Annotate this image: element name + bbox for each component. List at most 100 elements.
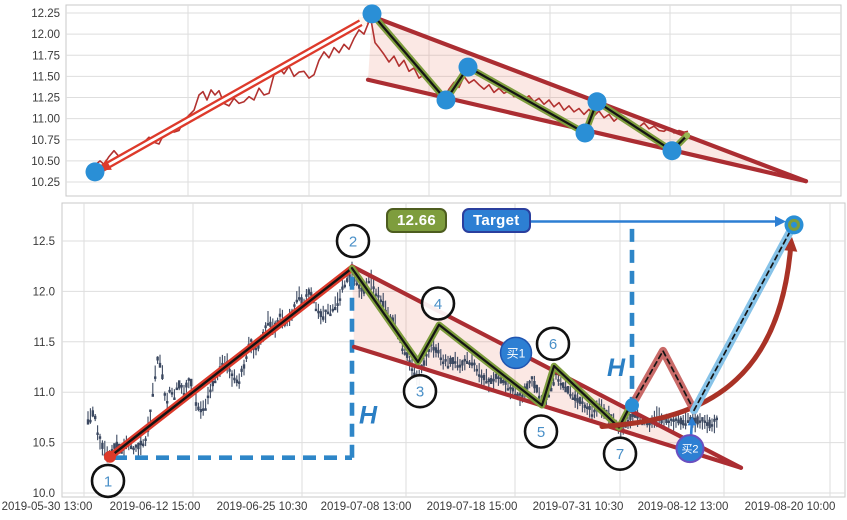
candle-body	[91, 410, 94, 417]
candle-body	[559, 383, 562, 386]
candle-body	[593, 409, 596, 413]
candle-body	[211, 380, 214, 387]
bottom-panel-ytick-label: 12.5	[33, 236, 55, 248]
candle-body	[214, 380, 217, 384]
candle-body	[439, 357, 442, 360]
candle-body	[478, 374, 481, 377]
candle-body	[547, 394, 550, 398]
candle-body	[300, 297, 303, 304]
candle-body	[348, 274, 351, 279]
candle-body	[434, 347, 438, 353]
candle-body	[482, 375, 486, 381]
candle-body	[682, 420, 685, 426]
curved-recovery-arrow	[599, 240, 794, 429]
top-panel-ytick-label: 12.00	[31, 29, 60, 41]
bottom-panel-ytick-label: 10.0	[33, 488, 55, 500]
candle-body	[240, 368, 243, 372]
candle-body	[257, 343, 260, 349]
candle-body	[499, 377, 502, 384]
candle-body	[670, 418, 673, 421]
candle-body	[353, 279, 356, 282]
candle-body	[338, 298, 342, 301]
candle-body	[175, 387, 178, 391]
candle-body	[199, 409, 202, 413]
candle-body	[132, 447, 135, 451]
pivot-circle	[420, 286, 456, 321]
buy-marker-circle	[675, 434, 705, 464]
candle-body	[497, 376, 500, 379]
candle-body	[538, 395, 541, 399]
candle-body	[470, 362, 474, 366]
candle-body	[298, 297, 301, 300]
candle-body	[245, 356, 248, 359]
candle-body	[710, 424, 714, 427]
candle-body	[360, 288, 363, 292]
candle-body	[504, 380, 507, 385]
candle-body	[367, 280, 370, 284]
candle-body	[562, 382, 565, 388]
candle-body	[130, 445, 133, 449]
candle-body	[254, 347, 258, 351]
candle-body	[266, 323, 270, 326]
candle-body	[377, 295, 380, 298]
top-pivot-dot	[587, 92, 607, 112]
projection-line-core	[693, 227, 793, 412]
candle-body	[530, 376, 534, 380]
candle-body	[425, 354, 428, 357]
candle-body	[322, 316, 325, 320]
candle-body	[269, 321, 272, 327]
candle-body	[324, 309, 327, 312]
bottom-wedge-upper-line	[349, 264, 744, 470]
candle-body	[410, 368, 414, 371]
candle-body	[154, 376, 157, 379]
candle-body	[355, 282, 358, 286]
candle-body	[523, 386, 526, 389]
candle-body	[276, 320, 279, 323]
pivot-circle	[523, 414, 559, 449]
candle-body	[194, 402, 198, 406]
candle-body	[358, 284, 361, 289]
candle-body	[708, 419, 711, 429]
target-badge: Target	[462, 208, 531, 233]
candle-body	[437, 349, 440, 354]
candle-body	[382, 301, 385, 308]
candle-body	[403, 352, 406, 355]
candle-body	[646, 422, 649, 426]
candle-body	[238, 381, 241, 384]
candle-body	[406, 352, 409, 358]
candle-body	[329, 313, 332, 317]
pivot-number: 6	[549, 336, 557, 353]
candle-body	[432, 346, 435, 351]
target-dot	[784, 215, 804, 235]
top-panel-ytick-label: 11.25	[32, 93, 60, 105]
candle-body	[334, 307, 337, 311]
candle-body	[506, 388, 510, 391]
candle-body	[461, 360, 464, 366]
candle-body	[679, 417, 682, 425]
top-panel-ytick-label: 10.50	[31, 156, 60, 168]
candle-body	[113, 443, 116, 449]
top-pivot-dot	[458, 57, 478, 77]
pivot-circle	[402, 373, 438, 409]
bottom-panel-ytick-label: 11.5	[33, 337, 55, 349]
candle-body	[264, 325, 267, 329]
x-axis-label: 2019-07-08 13:00	[321, 501, 412, 513]
candle-body	[166, 401, 169, 404]
x-axis-label: 2019-06-12 15:00	[110, 501, 201, 513]
candle-body	[454, 361, 457, 364]
candle-body	[230, 373, 234, 376]
candle-body	[336, 303, 339, 306]
candle-body	[173, 397, 176, 400]
candle-body	[446, 365, 450, 369]
candle-body	[451, 357, 454, 364]
candle-body	[362, 289, 366, 294]
candle-body	[528, 381, 531, 384]
candle-body	[413, 372, 416, 376]
x-axis-label: 2019-08-20 10:00	[745, 501, 836, 513]
candle-body	[703, 420, 706, 423]
candle-body	[466, 360, 469, 364]
candle-body	[331, 308, 334, 312]
candle-body	[648, 421, 651, 426]
top-panel-ytick-label: 11.00	[32, 114, 60, 126]
